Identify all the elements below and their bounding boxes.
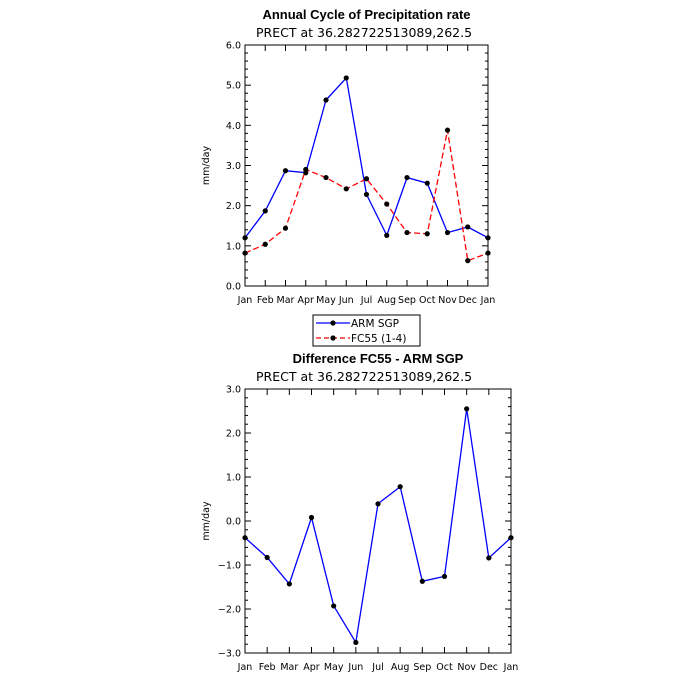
y-tick-label: 1.0 (226, 473, 241, 484)
data-point (242, 235, 248, 241)
x-tick-label: Aug (377, 295, 396, 306)
y-tick-label: 5.0 (226, 81, 241, 92)
data-point (397, 484, 403, 490)
data-point (282, 168, 289, 174)
chart-subtitle: PRECT at 36.282722513089,262.5 (256, 25, 472, 40)
data-point (384, 232, 390, 238)
x-tick-label: Oct (419, 295, 436, 306)
data-point (404, 174, 410, 181)
y-tick-label: 0.0 (226, 517, 241, 528)
x-tick-label: Nov (457, 662, 476, 673)
data-point (465, 258, 471, 264)
data-point (419, 578, 425, 584)
legend-label: ARM SGP (351, 318, 399, 330)
precip-annual-cycle-panel: Annual Cycle of Precipitation rate PRECT … (201, 7, 495, 306)
x-tick-label: Jan (480, 295, 496, 306)
legend-label: FC55 (1-4) (351, 333, 406, 345)
data-point (331, 603, 337, 609)
x-tick-label: May (324, 662, 344, 673)
data-point (465, 224, 471, 230)
y-tick-label: −3.0 (218, 649, 241, 660)
plot-frame (244, 44, 489, 287)
data-point (363, 191, 370, 198)
difference-panel: Difference FC55 - ARM SGP PRECT at 36.282… (201, 351, 518, 673)
legend-marker (330, 335, 336, 341)
x-tick-label: Dec (480, 662, 498, 673)
x-tick-label: Sep (413, 662, 431, 673)
y-tick-label: 3.0 (226, 385, 241, 396)
x-tick-label: Jan (237, 295, 253, 306)
data-point (262, 241, 268, 247)
y-tick-label: 2.0 (226, 201, 241, 212)
x-tick-label: Jan (237, 662, 253, 673)
data-point (444, 127, 451, 133)
y-tick-label: 4.0 (226, 121, 241, 132)
x-tick-label: Nov (438, 295, 457, 306)
data-point (441, 573, 448, 580)
data-point (424, 180, 430, 186)
chart-title: Annual Cycle of Precipitation rate (262, 7, 470, 22)
data-point (323, 97, 329, 103)
data-point (444, 229, 451, 236)
x-tick-label: Jul (371, 662, 383, 673)
chart-title: Difference FC55 - ARM SGP (293, 351, 464, 366)
x-tick-label: Jul (360, 295, 372, 306)
y-tick-label: 2.0 (226, 429, 241, 440)
x-tick-label: Apr (303, 662, 320, 673)
data-point (242, 535, 248, 541)
data-point (404, 229, 410, 236)
legend-box (312, 314, 421, 347)
x-tick-label: Jun (347, 662, 363, 673)
data-point (323, 174, 329, 181)
data-point (363, 176, 370, 182)
data-point (343, 75, 349, 81)
data-point (242, 250, 248, 256)
x-tick-label: Sep (398, 295, 416, 306)
data-point (262, 208, 268, 214)
y-tick-label: −1.0 (218, 561, 241, 572)
data-point (303, 166, 309, 173)
data-point (282, 225, 289, 231)
data-point (508, 535, 514, 541)
data-point (353, 639, 359, 646)
plot-frame (244, 388, 512, 654)
x-tick-label: Dec (459, 295, 477, 306)
x-tick-label: Apr (298, 295, 315, 306)
data-point (464, 406, 470, 412)
legend-marker (330, 320, 336, 326)
y-axis-label: mm/day (201, 146, 212, 186)
legend: ARM SGP FC55 (1-4) (312, 314, 421, 347)
x-tick-label: May (316, 295, 336, 306)
x-tick-label: Feb (259, 662, 276, 673)
data-point (424, 231, 430, 237)
x-tick-label: Mar (280, 662, 298, 673)
data-point (286, 581, 292, 587)
data-point (485, 235, 491, 241)
x-tick-label: Feb (257, 295, 274, 306)
data-point (375, 501, 381, 507)
x-tick-label: Aug (391, 662, 410, 673)
data-point (485, 250, 491, 256)
data-point (486, 555, 492, 561)
y-tick-label: 1.0 (226, 241, 241, 252)
chart-subtitle: PRECT at 36.282722513089,262.5 (256, 369, 472, 384)
y-tick-label: 6.0 (226, 41, 241, 52)
data-point (343, 186, 349, 192)
y-tick-label: 3.0 (226, 161, 241, 172)
data-point (308, 514, 315, 521)
x-tick-label: Oct (436, 662, 453, 673)
data-point (264, 554, 270, 561)
series-line (244, 408, 512, 645)
y-tick-label: −2.0 (218, 605, 241, 616)
y-tick-label: 0.0 (226, 282, 241, 293)
x-tick-label: Jun (338, 295, 354, 306)
y-axis-label: mm/day (201, 501, 212, 541)
x-tick-label: Mar (277, 295, 295, 306)
x-tick-label: Jan (503, 662, 519, 673)
data-point (384, 201, 390, 207)
